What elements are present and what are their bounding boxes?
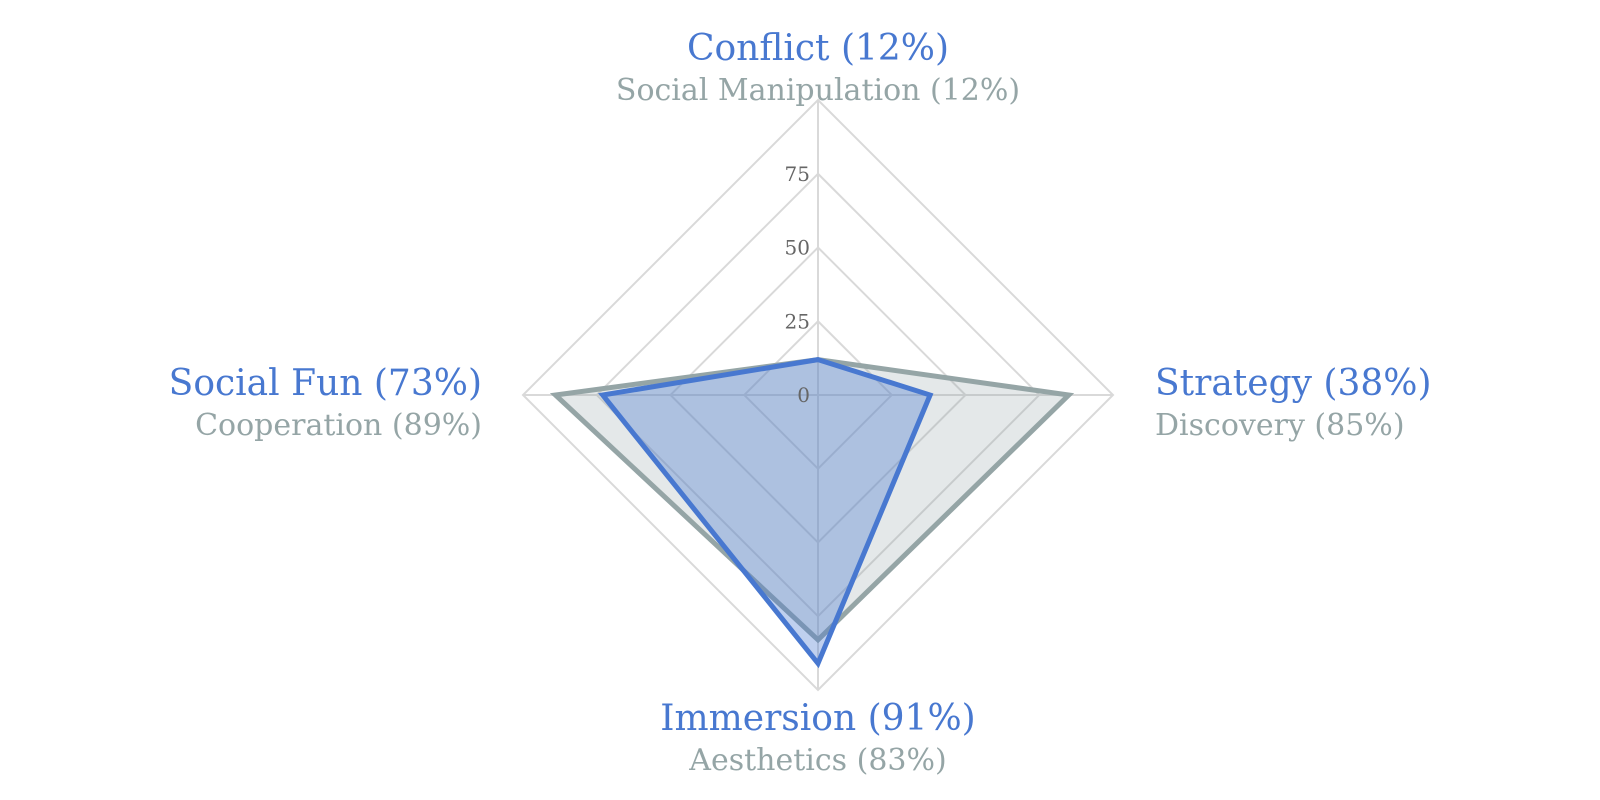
tick-label-25: 25 bbox=[785, 309, 810, 333]
axis-label-primary-2: Immersion (91%) bbox=[660, 698, 975, 739]
axis-label-secondary-0: Social Manipulation (12%) bbox=[616, 73, 1020, 108]
axis-label-primary-3: Social Fun (73%) bbox=[169, 363, 482, 404]
tick-label-0: 0 bbox=[797, 383, 810, 407]
axis-label-primary-1: Strategy (38%) bbox=[1155, 363, 1432, 404]
series-1-area bbox=[598, 357, 934, 669]
axis-label-primary-0: Conflict (12%) bbox=[687, 28, 949, 69]
tick-label-75: 75 bbox=[785, 162, 810, 186]
axis-label-secondary-2: Aesthetics (83%) bbox=[688, 743, 946, 778]
axis-label-secondary-3: Cooperation (89%) bbox=[195, 408, 482, 443]
radar-series bbox=[549, 357, 1075, 669]
axis-label-secondary-1: Discovery (85%) bbox=[1155, 408, 1405, 443]
tick-label-50: 50 bbox=[785, 236, 810, 260]
series-0-area bbox=[549, 357, 1075, 644]
radar-axis-labels: Conflict (12%) Social Manipulation (12%) S… bbox=[169, 28, 1432, 778]
radar-grid bbox=[521, 98, 1115, 692]
radar-tick-labels: 0 25 50 75 bbox=[785, 162, 810, 407]
